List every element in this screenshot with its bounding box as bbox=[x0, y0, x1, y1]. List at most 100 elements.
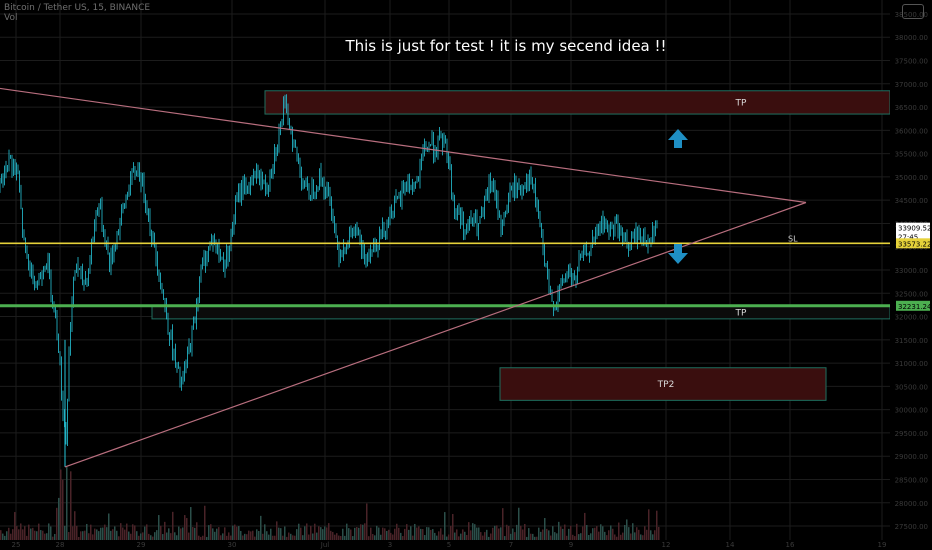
volume-bar bbox=[590, 533, 592, 540]
settings-button[interactable] bbox=[902, 4, 924, 19]
volume-bar bbox=[114, 526, 116, 540]
volume-bar bbox=[106, 527, 108, 540]
level-label: SL bbox=[788, 234, 798, 243]
y-tick-label: 28500.00 bbox=[895, 476, 928, 484]
x-tick-label: 29 bbox=[137, 541, 146, 549]
volume-bar bbox=[164, 521, 166, 540]
volume-bar bbox=[70, 471, 72, 540]
volume-bar bbox=[610, 525, 612, 540]
y-tick-label: 33000.00 bbox=[895, 267, 928, 275]
volume-bar bbox=[576, 523, 578, 540]
volume-bar bbox=[466, 535, 468, 540]
volume-bar bbox=[2, 533, 4, 540]
volume-bar bbox=[402, 536, 404, 540]
volume-bar bbox=[350, 529, 352, 540]
volume-bar bbox=[398, 527, 400, 540]
volume-bar bbox=[280, 528, 282, 540]
volume-bar bbox=[340, 536, 342, 540]
price-candles bbox=[0, 94, 658, 467]
volume-bar bbox=[100, 527, 102, 540]
arrows bbox=[668, 129, 688, 264]
volume-bar bbox=[82, 531, 84, 540]
y-tick-label: 32000.00 bbox=[895, 314, 928, 322]
volume-bar bbox=[628, 527, 630, 540]
volume-bar bbox=[162, 534, 164, 540]
volume-bar bbox=[442, 534, 444, 540]
volume-bar bbox=[84, 530, 86, 540]
volume-bar bbox=[308, 534, 310, 540]
volume-bar bbox=[324, 526, 326, 540]
volume-bar bbox=[594, 527, 596, 540]
countdown-label: 27:45 bbox=[898, 234, 918, 242]
volume-bar bbox=[490, 533, 492, 540]
volume-bar bbox=[200, 536, 202, 540]
volume-bar bbox=[574, 536, 576, 540]
x-tick-label: Jul bbox=[320, 541, 330, 549]
volume-bar bbox=[396, 523, 398, 540]
volume-bar bbox=[412, 535, 414, 540]
volume-bar bbox=[408, 529, 410, 540]
volume-bar bbox=[216, 528, 218, 540]
volume-bar bbox=[62, 479, 64, 540]
volume-bar bbox=[210, 524, 212, 540]
volume-bar bbox=[434, 532, 436, 540]
volume-bar bbox=[248, 530, 250, 540]
y-tick-label: 30500.00 bbox=[895, 383, 928, 391]
volume-bar bbox=[290, 533, 292, 540]
volume-bar bbox=[260, 515, 262, 540]
volume-bar bbox=[414, 523, 416, 540]
volume-bar bbox=[424, 535, 426, 540]
volume-bar bbox=[96, 529, 98, 540]
volume-bar bbox=[258, 530, 260, 540]
volume-bar bbox=[254, 536, 256, 540]
volume-bar bbox=[370, 527, 372, 540]
volume-bar bbox=[634, 532, 636, 540]
volume-bar bbox=[616, 536, 618, 540]
price-badge-label: 33573.22 bbox=[898, 240, 931, 248]
volume-bar bbox=[418, 526, 420, 540]
y-tick-label: 31000.00 bbox=[895, 360, 928, 368]
volume-bar bbox=[428, 527, 430, 540]
volume-bar bbox=[138, 535, 140, 540]
volume-bar bbox=[498, 528, 500, 540]
y-tick-label: 28000.00 bbox=[895, 500, 928, 508]
volume-bar bbox=[316, 532, 318, 540]
volume-bar bbox=[644, 526, 646, 540]
volume-bar bbox=[90, 524, 92, 540]
volume-bar bbox=[142, 532, 144, 540]
volume-bar bbox=[154, 532, 156, 540]
volume-bar bbox=[288, 532, 290, 540]
volume-bar bbox=[482, 535, 484, 540]
volume-bar bbox=[346, 523, 348, 540]
trendlines bbox=[0, 87, 807, 468]
volume-bar bbox=[268, 534, 270, 540]
volume-bar bbox=[172, 511, 174, 540]
volume-bar bbox=[302, 535, 304, 540]
volume-bar bbox=[452, 514, 454, 540]
volume-bar bbox=[630, 533, 632, 540]
volume-bar bbox=[80, 531, 82, 540]
volume-bar bbox=[48, 523, 50, 540]
volume-bar bbox=[214, 531, 216, 540]
volume-bar bbox=[338, 535, 340, 540]
volume-bar bbox=[34, 530, 36, 540]
volume-bar bbox=[520, 525, 522, 540]
volume-bar bbox=[204, 505, 206, 540]
volume-bar bbox=[94, 528, 96, 540]
volume-bar bbox=[500, 527, 502, 540]
volume-bar bbox=[440, 528, 442, 540]
volume-bar bbox=[358, 527, 360, 540]
volume-bar bbox=[292, 535, 294, 540]
volume-bar bbox=[550, 535, 552, 540]
volume-bar bbox=[436, 535, 438, 540]
x-tick-label: 3 bbox=[388, 541, 392, 549]
volume-bar bbox=[122, 527, 124, 540]
volume-bar bbox=[274, 535, 276, 540]
volume-bar bbox=[104, 524, 106, 540]
volume-bar bbox=[186, 518, 188, 540]
volume-bar bbox=[506, 524, 508, 540]
volume-bar bbox=[134, 525, 136, 540]
volume-bar bbox=[242, 535, 244, 540]
volume-bar bbox=[332, 531, 334, 540]
